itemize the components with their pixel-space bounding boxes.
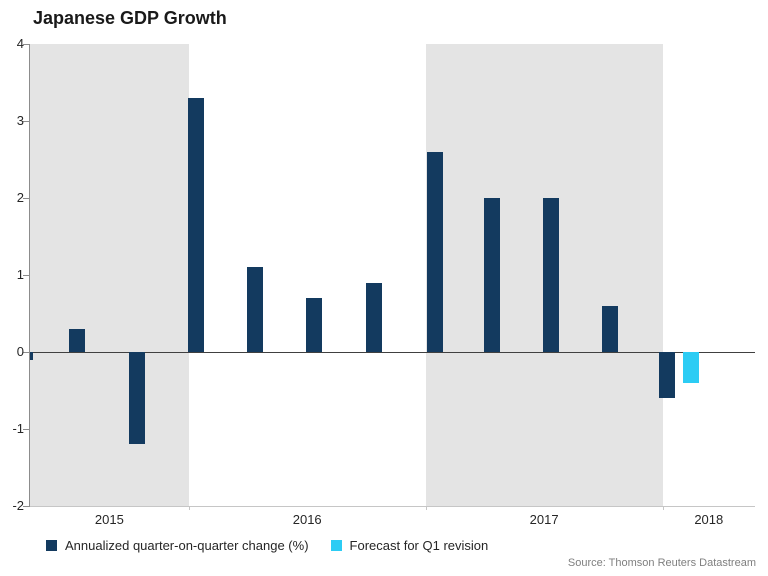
legend-swatch-actual	[46, 540, 57, 551]
legend-label-actual: Annualized quarter-on-quarter change (%)	[65, 538, 309, 553]
year-band-2018	[662, 44, 755, 506]
y-tick-4	[23, 44, 30, 45]
y-axis-label-0: 0	[16, 344, 24, 359]
y-axis-label--2: -2	[12, 498, 24, 513]
x-axis-label-2016: 2016	[292, 512, 322, 527]
bar-2016-q2	[247, 267, 264, 352]
y-tick-3	[23, 121, 30, 122]
bar-2017-q4	[602, 305, 619, 352]
x-axis-label-2018: 2018	[694, 512, 724, 527]
x-axis: 2015 2016 2017 2018	[0, 512, 768, 528]
zero-line	[30, 352, 755, 353]
legend-item-actual: Annualized quarter-on-quarter change (%)	[46, 538, 309, 553]
bar-2018-q1-revision	[683, 352, 700, 383]
y-tick--2	[23, 506, 30, 507]
chart-title: Japanese GDP Growth	[33, 8, 227, 28]
bar-2017-q1	[427, 151, 444, 352]
x-tick-2016	[188, 506, 190, 510]
y-axis-label-4: 4	[16, 36, 24, 51]
y-tick-1	[23, 275, 30, 276]
y-axis-label--1: -1	[12, 421, 24, 436]
x-axis-label-2015: 2015	[94, 512, 124, 527]
x-tick-2017	[425, 506, 427, 510]
x-tick-2018	[662, 506, 664, 510]
y-axis-label-3: 3	[16, 113, 24, 128]
y-axis-label-2: 2	[16, 190, 24, 205]
bar-2015-q4	[128, 352, 145, 445]
bar-2016-q4	[365, 282, 382, 352]
bar-2018-q1	[659, 352, 676, 399]
legend-swatch-forecast	[330, 540, 342, 551]
year-band-2016	[188, 44, 426, 506]
year-band-2015	[30, 44, 189, 506]
x-axis-label-2017: 2017	[529, 512, 559, 527]
source-credit: Source: Thomson Reuters Datastream	[567, 557, 756, 569]
bar-2015-q3	[69, 328, 86, 352]
plot-area	[29, 44, 755, 507]
y-axis-label-1: 1	[16, 267, 24, 282]
bar-2015-q2	[30, 352, 34, 360]
bar-2017-q3	[543, 198, 560, 352]
y-tick-2	[23, 198, 30, 199]
legend-label-forecast: Forecast for Q1 revision	[349, 538, 489, 553]
y-tick--1	[23, 429, 30, 430]
bar-2016-q3	[306, 298, 323, 352]
bar-2016-q1	[187, 97, 204, 352]
legend-item-forecast: Forecast for Q1 revision	[330, 538, 489, 553]
y-tick-0	[23, 352, 30, 353]
bar-2017-q2	[484, 198, 500, 352]
legend: Annualized quarter-on-quarter change (%)…	[46, 538, 510, 553]
